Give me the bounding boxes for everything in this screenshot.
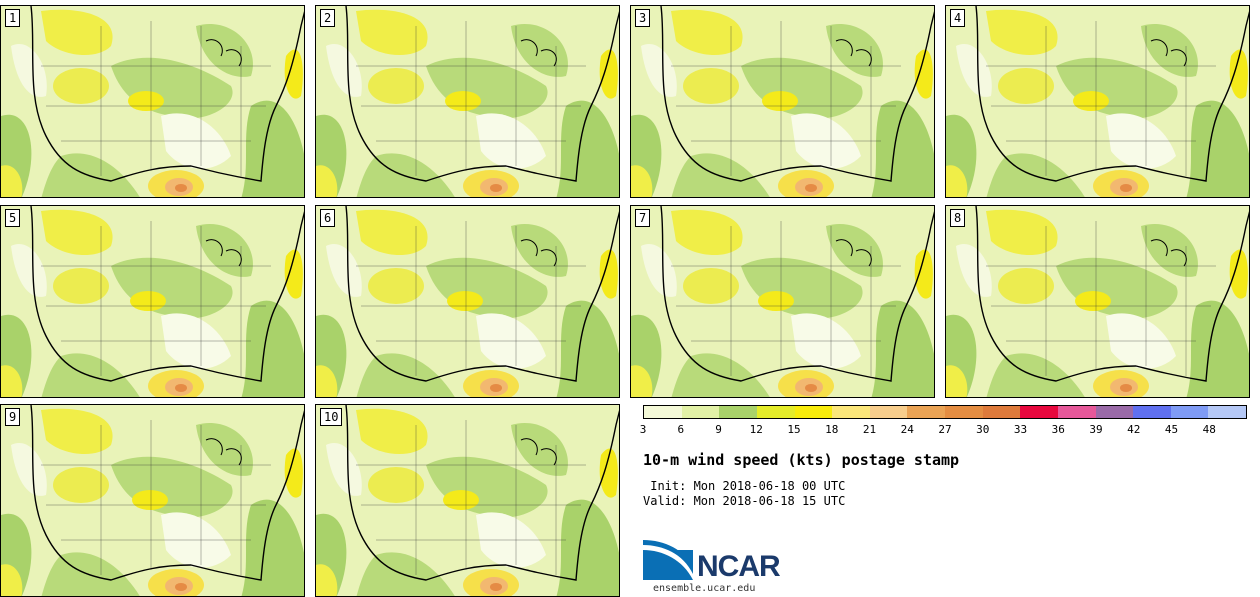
- colorbar-ticks: 3 6 9 12 15 18 21 24 27 30 33 36 39 42 45 48: [639, 423, 1247, 437]
- wind-speed-map: [946, 6, 1249, 197]
- colorbar-segment: [907, 406, 945, 418]
- wind-speed-map: [631, 206, 934, 397]
- colorbar-segment: [1170, 406, 1209, 418]
- colorbar-tick-label: 3: [639, 423, 647, 436]
- colorbar-tick-label: 42: [1127, 423, 1141, 436]
- colorbar-segment: [1208, 406, 1246, 418]
- colorbar-tick-label: 27: [938, 423, 952, 436]
- member-map-6: 6: [315, 205, 620, 398]
- member-label: 8: [950, 209, 966, 227]
- wind-speed-map: [1, 6, 304, 197]
- colorbar-segment: [644, 406, 682, 418]
- colorbar-segment: [681, 406, 720, 418]
- colorbar-tick-label: 18: [825, 423, 839, 436]
- ncar-logo-text: NCAR: [697, 550, 781, 583]
- colorbar-tick-label: 21: [862, 423, 877, 436]
- colorbar-tick-label: 33: [1013, 423, 1028, 436]
- colorbar: [643, 405, 1247, 419]
- member-map-5: 5: [0, 205, 305, 398]
- colorbar-segment: [1095, 406, 1134, 418]
- wind-speed-map: [316, 6, 619, 197]
- colorbar-tick-label: 9: [715, 423, 722, 436]
- colorbar-tick-label: 12: [749, 423, 763, 436]
- colorbar-tick-label: 48: [1202, 423, 1216, 436]
- colorbar-segment: [832, 406, 870, 418]
- wind-speed-map: [316, 405, 619, 596]
- colorbar-segment: [945, 406, 983, 418]
- member-map-1: 1: [0, 5, 305, 198]
- colorbar-segment: [869, 406, 908, 418]
- member-label: 7: [635, 209, 651, 227]
- member-label: 1: [5, 9, 21, 27]
- colorbar-tick-label: 6: [677, 423, 685, 436]
- member-label: 3: [635, 9, 651, 27]
- member-label: 2: [320, 9, 336, 27]
- member-label: 4: [950, 9, 966, 27]
- init-time: Init: Mon 2018-06-18 00 UTC: [643, 479, 846, 493]
- member-map-10: 10: [315, 404, 620, 597]
- colorbar-segment: [1133, 406, 1171, 418]
- wind-speed-map: [631, 6, 934, 197]
- colorbar-segment: [982, 406, 1021, 418]
- plot-title: 10-m wind speed (kts) postage stamp: [643, 451, 960, 469]
- colorbar-segment: [719, 406, 757, 418]
- colorbar-tick-label: 15: [787, 423, 801, 436]
- member-label: 6: [320, 209, 336, 227]
- wind-speed-map: [946, 206, 1249, 397]
- wind-speed-map: [316, 206, 619, 397]
- member-map-4: 4: [945, 5, 1250, 198]
- colorbar-tick-label: 36: [1051, 423, 1065, 436]
- member-label: 9: [5, 408, 21, 426]
- member-map-9: 9: [0, 404, 305, 597]
- colorbar-tick-label: 39: [1089, 423, 1103, 436]
- colorbar-tick-label: 45: [1164, 423, 1179, 436]
- member-map-8: 8: [945, 205, 1250, 398]
- colorbar-segment: [1020, 406, 1058, 418]
- site-url: ensemble.ucar.edu: [653, 583, 756, 594]
- ncar-logo-icon: [643, 540, 693, 580]
- colorbar-segment: [794, 406, 833, 418]
- colorbar-tick-label: 24: [900, 423, 914, 436]
- member-map-7: 7: [630, 205, 935, 398]
- colorbar-segment: [756, 406, 795, 418]
- wind-speed-map: [1, 405, 304, 596]
- valid-time: Valid: Mon 2018-06-18 15 UTC: [643, 494, 846, 508]
- colorbar-segment: [1057, 406, 1096, 418]
- member-label: 5: [5, 209, 21, 227]
- member-map-3: 3: [630, 5, 935, 198]
- member-label: 10: [320, 408, 343, 426]
- wind-speed-map: [1, 206, 304, 397]
- member-map-2: 2: [315, 5, 620, 198]
- colorbar-tick-label: 30: [976, 423, 990, 436]
